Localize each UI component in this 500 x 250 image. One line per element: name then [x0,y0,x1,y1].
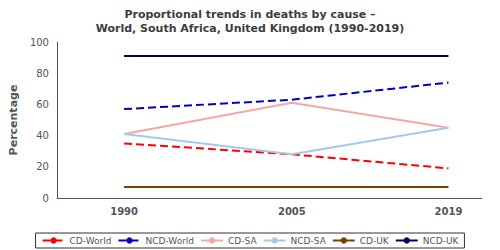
svg-text:80: 80 [36,68,49,79]
svg-text:100: 100 [30,37,49,48]
svg-text:Percentage: Percentage [7,85,20,156]
svg-text:CD-UK: CD-UK [360,236,390,246]
svg-text:World, South Africa, United Ki: World, South Africa, United Kingdom (199… [96,22,405,35]
svg-text:20: 20 [36,161,49,172]
svg-text:CD-SA: CD-SA [228,236,257,246]
svg-text:CD-World: CD-World [70,236,112,246]
svg-text:NCD-World: NCD-World [145,236,194,246]
svg-text:60: 60 [36,99,49,110]
svg-text:Proportional trends in deaths: Proportional trends in deaths by cause – [124,8,375,21]
svg-text:1990: 1990 [110,206,138,217]
svg-text:40: 40 [36,130,49,141]
svg-text:NCD-SA: NCD-SA [291,236,327,246]
svg-text:2005: 2005 [278,206,306,217]
svg-text:0: 0 [43,193,49,204]
svg-text:NCD-UK: NCD-UK [423,236,460,246]
svg-text:2019: 2019 [435,206,463,217]
